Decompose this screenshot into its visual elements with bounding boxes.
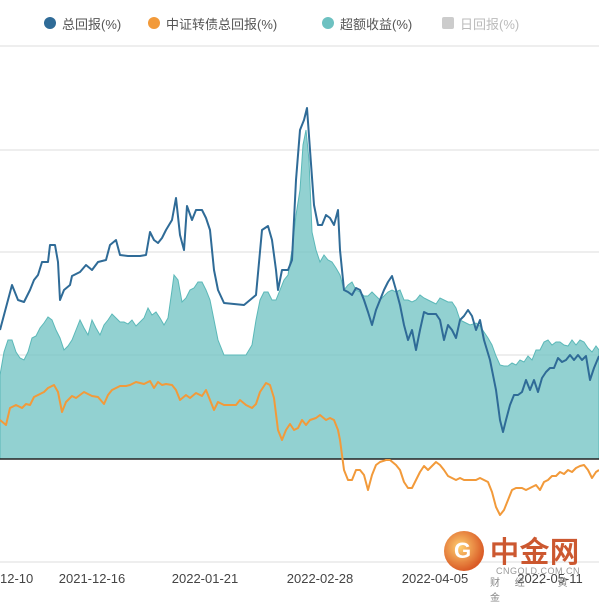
- legend-item-3[interactable]: 日回报(%): [442, 13, 519, 33]
- x-tick-label: 12-10: [0, 571, 33, 586]
- legend-square-icon: [442, 17, 454, 29]
- x-tick-label: 2021-12-16: [59, 571, 126, 586]
- legend-item-2[interactable]: 超额收益(%): [322, 13, 412, 33]
- legend-dot-icon: [44, 17, 56, 29]
- series-area-excess-return: [0, 129, 599, 460]
- x-tick-label: 2022-04-05: [402, 571, 469, 586]
- series-line-total-return: [0, 107, 599, 433]
- x-tick-label: 2022-05-11: [517, 571, 583, 586]
- series-line-csi-convertible: [0, 380, 599, 516]
- legend-item-1[interactable]: 中证转债总回报(%): [148, 13, 277, 33]
- legend-dot-icon: [322, 17, 334, 29]
- cngold-logo-icon: G: [444, 531, 484, 571]
- legend-label: 中证转债总回报(%): [166, 16, 278, 32]
- cngold-watermark: G 中金网 CNGOLD.COM.CN 财 经 · 黄 金: [444, 527, 594, 604]
- x-tick-label: 2022-02-28: [287, 571, 354, 586]
- watermark-name: 中金网: [490, 535, 581, 569]
- watermark-domain: CNGOLD.COM.CN: [496, 566, 581, 576]
- legend-item-0[interactable]: 总回报(%): [44, 13, 121, 33]
- legend-label: 总回报(%): [62, 16, 122, 32]
- legend-dot-icon: [148, 17, 160, 29]
- legend-label: 日回报(%): [460, 16, 520, 32]
- x-tick-label: 2022-01-21: [172, 571, 239, 586]
- watermark-tagline: 财 经 · 黄 金: [490, 578, 574, 604]
- legend-label: 超额收益(%): [340, 16, 413, 32]
- chart-legend: 总回报(%) 中证转债总回报(%) 超额收益(%) 日回报(%): [0, 0, 599, 44]
